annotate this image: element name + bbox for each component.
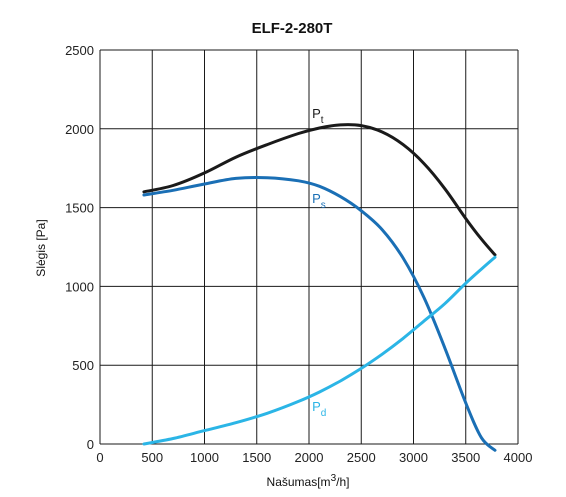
series-label-pt: Pt — [312, 106, 324, 126]
y-tick-label: 500 — [72, 358, 94, 373]
y-tick-label: 2500 — [65, 43, 94, 58]
x-tick-label: 500 — [141, 450, 163, 465]
y-tick-label: 0 — [87, 437, 94, 452]
x-tick-label: 3500 — [451, 450, 480, 465]
chart-title: ELF-2-280T — [252, 20, 333, 37]
curve-labels: Pt Ps Pd — [312, 106, 326, 419]
x-axis-label: Našumas[m3/h] — [267, 473, 350, 489]
x-tick-label: 3000 — [399, 450, 428, 465]
series-label-ps: Ps — [312, 191, 326, 211]
y-tick-label: 1500 — [65, 201, 94, 216]
y-tick-label: 1000 — [65, 279, 94, 294]
x-tick-label: 2000 — [295, 450, 324, 465]
curves — [142, 123, 497, 452]
series-label-pd: Pd — [312, 399, 326, 419]
x-tick-label: 1000 — [190, 450, 219, 465]
series-line-pd — [142, 255, 497, 446]
x-tick-label: 4000 — [504, 450, 533, 465]
x-tick-label: 2500 — [347, 450, 376, 465]
x-tick-label: 1500 — [242, 450, 271, 465]
x-ticks: 0 500 1000 1500 2000 2500 3000 3500 4000 — [96, 450, 532, 465]
y-tick-label: 2000 — [65, 122, 94, 137]
series-line-ps — [142, 175, 497, 452]
grid — [99, 49, 519, 445]
y-ticks: 0 500 1000 1500 2000 2500 — [65, 43, 94, 452]
x-tick-label: 0 — [96, 450, 103, 465]
y-axis-label: Slėgis [Pa] — [34, 219, 48, 276]
series-line-pt — [142, 123, 497, 257]
